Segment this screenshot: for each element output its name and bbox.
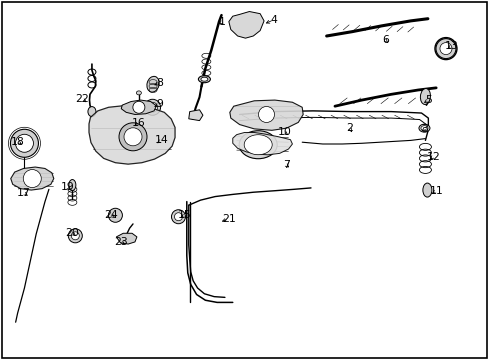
- Text: 21: 21: [222, 214, 235, 224]
- Text: 3: 3: [420, 124, 427, 134]
- Ellipse shape: [420, 126, 427, 131]
- Text: 1: 1: [219, 17, 225, 27]
- Circle shape: [71, 232, 79, 240]
- Text: 13: 13: [444, 41, 458, 51]
- Circle shape: [147, 102, 157, 112]
- Text: 2: 2: [346, 123, 352, 133]
- Text: 7: 7: [282, 160, 289, 170]
- Circle shape: [171, 210, 185, 224]
- Ellipse shape: [244, 135, 272, 155]
- Ellipse shape: [69, 180, 76, 190]
- Text: 5: 5: [424, 95, 431, 105]
- Circle shape: [144, 99, 160, 115]
- Text: 24: 24: [104, 210, 118, 220]
- Text: 8: 8: [156, 78, 163, 88]
- Circle shape: [119, 123, 147, 151]
- Ellipse shape: [420, 89, 429, 104]
- Circle shape: [10, 129, 39, 157]
- Circle shape: [435, 39, 455, 59]
- Ellipse shape: [146, 76, 159, 92]
- Text: 15: 15: [178, 210, 191, 220]
- Text: 23: 23: [114, 237, 128, 247]
- Polygon shape: [228, 12, 264, 38]
- Text: 6: 6: [381, 35, 388, 45]
- Polygon shape: [229, 100, 303, 130]
- Polygon shape: [116, 233, 137, 244]
- Polygon shape: [11, 167, 54, 190]
- Text: 10: 10: [277, 127, 291, 138]
- Text: 20: 20: [65, 228, 79, 238]
- Ellipse shape: [88, 107, 96, 117]
- Ellipse shape: [418, 124, 429, 132]
- Ellipse shape: [239, 131, 277, 159]
- Polygon shape: [121, 100, 156, 114]
- Text: 18: 18: [11, 137, 24, 147]
- Circle shape: [108, 208, 122, 222]
- Text: 4: 4: [270, 15, 277, 25]
- Polygon shape: [188, 110, 203, 121]
- Ellipse shape: [136, 91, 141, 95]
- Polygon shape: [232, 132, 292, 155]
- Circle shape: [258, 107, 274, 122]
- Ellipse shape: [422, 183, 431, 197]
- Text: 14: 14: [154, 135, 168, 145]
- Circle shape: [23, 170, 41, 188]
- Circle shape: [133, 101, 144, 113]
- Circle shape: [439, 42, 451, 55]
- Circle shape: [124, 128, 142, 146]
- Text: 19: 19: [61, 182, 74, 192]
- Circle shape: [68, 229, 82, 243]
- Polygon shape: [89, 106, 175, 164]
- Circle shape: [174, 213, 182, 221]
- Text: 9: 9: [156, 99, 163, 109]
- Ellipse shape: [198, 76, 210, 83]
- Text: 11: 11: [429, 186, 443, 196]
- Text: 22: 22: [75, 94, 89, 104]
- Circle shape: [16, 134, 33, 152]
- Text: 12: 12: [426, 152, 439, 162]
- Text: 17: 17: [17, 188, 30, 198]
- Ellipse shape: [201, 77, 207, 81]
- Text: 16: 16: [131, 118, 145, 128]
